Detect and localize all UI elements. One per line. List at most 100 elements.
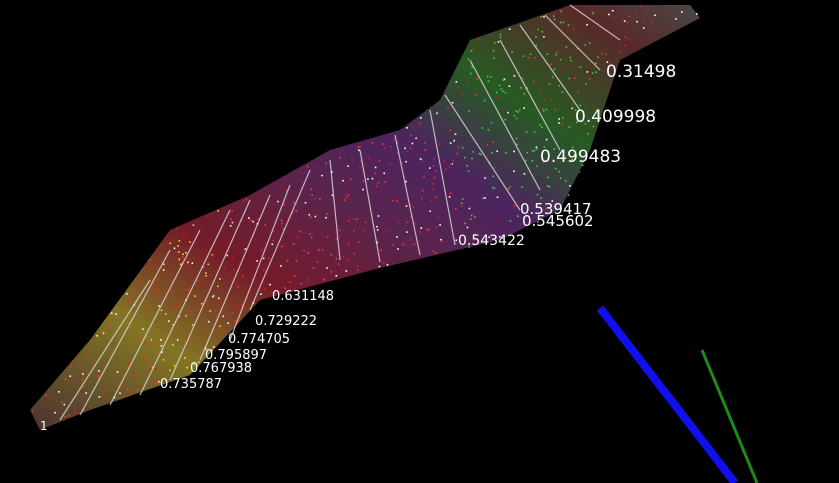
point — [553, 68, 556, 71]
point — [436, 112, 438, 115]
point — [402, 243, 405, 246]
axis-y — [700, 349, 759, 483]
point — [555, 53, 558, 56]
point — [396, 152, 399, 154]
point — [522, 55, 525, 57]
point — [201, 303, 203, 305]
point — [624, 36, 627, 39]
point — [584, 44, 586, 46]
point — [224, 266, 226, 268]
point — [396, 236, 398, 238]
point — [188, 266, 191, 269]
point — [192, 224, 195, 226]
point — [264, 224, 267, 226]
point — [400, 162, 403, 165]
point — [283, 203, 285, 206]
scan-line — [199, 194, 271, 361]
point — [205, 275, 207, 277]
point — [45, 394, 47, 397]
point — [311, 194, 313, 196]
point — [467, 170, 470, 172]
point — [397, 221, 400, 223]
point — [457, 146, 460, 148]
point — [312, 267, 315, 270]
point — [492, 175, 494, 178]
point — [133, 376, 135, 379]
point — [572, 146, 574, 149]
point — [410, 134, 412, 137]
point — [262, 257, 265, 260]
point — [420, 227, 423, 229]
scan-line — [499, 39, 561, 151]
scan-line — [394, 134, 421, 256]
point — [500, 88, 503, 90]
point — [455, 81, 458, 83]
point — [533, 149, 536, 152]
point — [82, 409, 85, 411]
point — [560, 10, 562, 13]
point — [573, 77, 576, 79]
point — [406, 127, 408, 129]
point — [639, 5, 642, 8]
point — [300, 282, 303, 285]
point — [230, 218, 232, 220]
point — [97, 377, 100, 379]
point-cloud-surface — [30, 5, 700, 430]
point — [553, 148, 555, 150]
point — [623, 20, 626, 22]
point — [613, 17, 615, 20]
point — [360, 160, 362, 163]
point — [296, 236, 299, 239]
point — [567, 24, 570, 26]
distance-label: 0.795897 — [205, 348, 267, 363]
point — [362, 180, 365, 182]
point — [151, 338, 153, 341]
point — [252, 220, 254, 223]
point — [550, 98, 553, 100]
point — [80, 366, 83, 369]
point — [531, 159, 533, 162]
point — [406, 221, 409, 224]
point — [415, 137, 417, 140]
point — [435, 170, 437, 172]
point — [456, 152, 458, 155]
point — [176, 339, 179, 341]
point — [554, 167, 557, 170]
point — [321, 174, 323, 177]
point — [330, 253, 332, 256]
point — [277, 200, 279, 203]
point — [635, 13, 638, 16]
point — [160, 339, 162, 341]
point — [523, 173, 526, 175]
point — [53, 421, 56, 424]
point — [149, 364, 151, 367]
point — [491, 186, 494, 189]
point — [523, 92, 525, 95]
point — [244, 248, 247, 250]
point — [393, 138, 395, 141]
point — [535, 36, 537, 38]
point — [526, 87, 528, 89]
point — [119, 388, 121, 390]
point — [126, 389, 128, 391]
point — [281, 245, 283, 248]
point — [542, 110, 545, 112]
point — [391, 199, 394, 202]
distance-label: 1 — [40, 419, 48, 433]
point — [326, 236, 329, 238]
point — [188, 259, 190, 261]
point — [280, 219, 283, 222]
point — [430, 199, 433, 202]
point — [193, 363, 195, 365]
point — [544, 99, 546, 101]
scan-line — [429, 109, 456, 246]
point — [226, 254, 229, 257]
point — [514, 205, 516, 207]
distance-label: 0.543422 — [458, 233, 525, 249]
point — [375, 185, 378, 188]
point — [257, 217, 260, 220]
point — [383, 262, 385, 264]
point — [451, 101, 454, 104]
point — [335, 257, 338, 260]
point — [484, 177, 486, 179]
